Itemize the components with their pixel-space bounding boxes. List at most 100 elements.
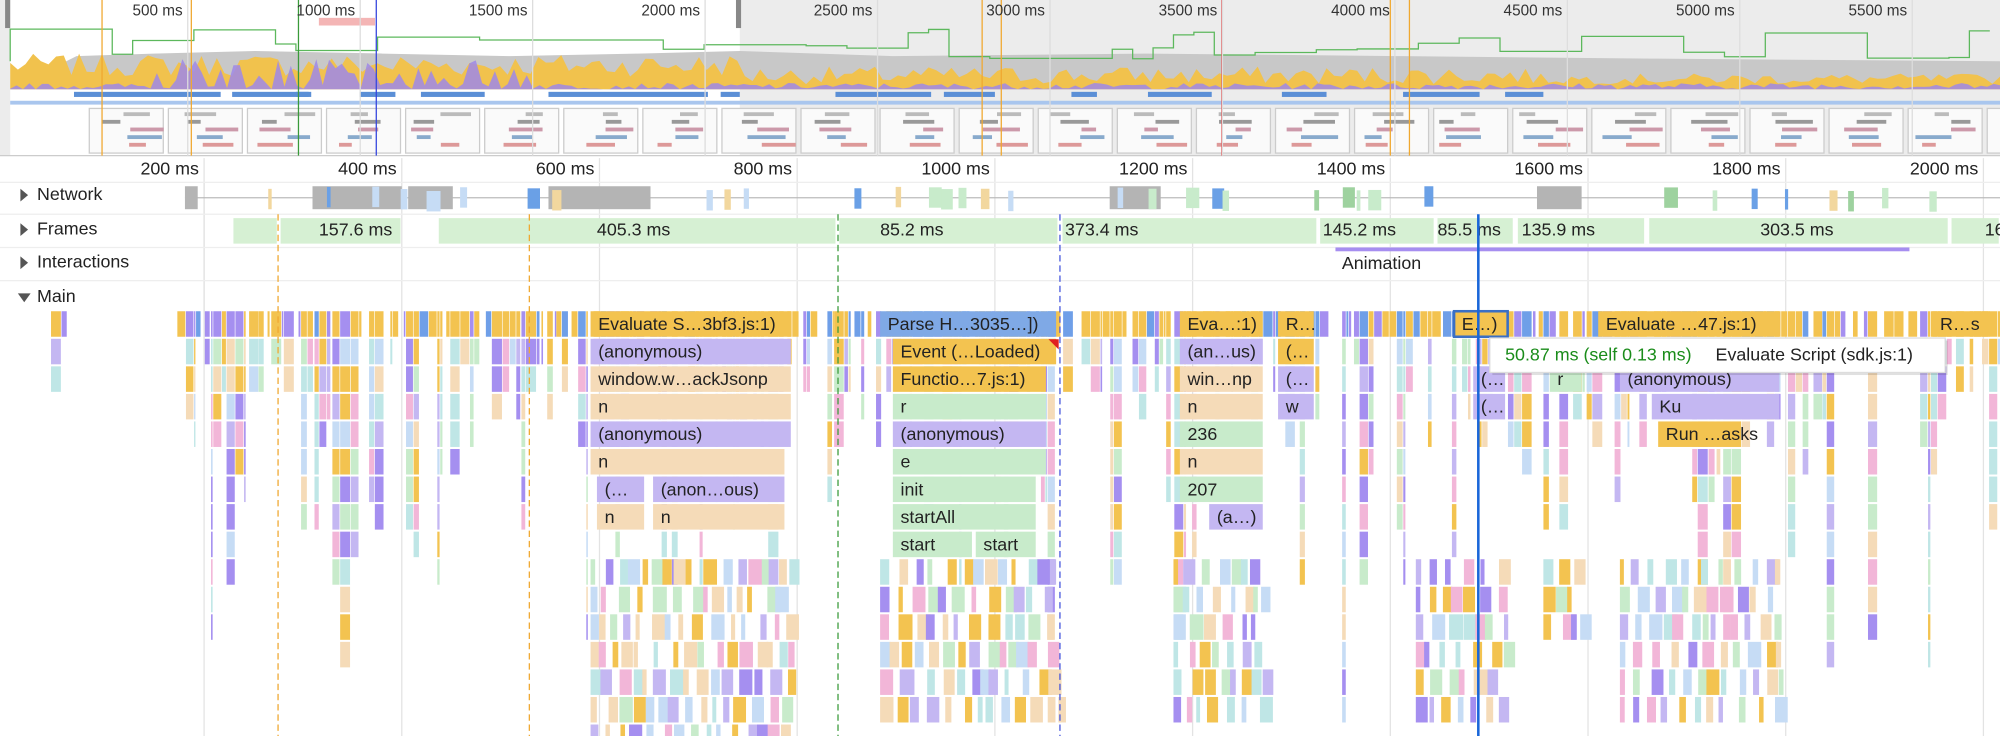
flame-stripe	[1672, 614, 1684, 640]
flame-stripe	[901, 641, 913, 668]
flame-stripe	[1403, 559, 1406, 585]
flame-stripe	[554, 311, 557, 337]
flame-stripe	[1723, 448, 1731, 475]
flame-stripe	[51, 311, 61, 337]
flame-stripe	[1649, 614, 1663, 640]
flame-stripe	[1928, 448, 1931, 475]
flame-stripe	[1543, 311, 1549, 337]
flame-stripe	[1928, 393, 1931, 420]
flame-entry	[1651, 393, 1780, 420]
flame-stripe	[633, 696, 646, 723]
flame-stripe	[1826, 476, 1835, 503]
flame-stripe	[848, 311, 851, 337]
flame-stripe	[1627, 393, 1630, 420]
flame-stripe	[1113, 504, 1122, 530]
flame-stripe	[521, 366, 526, 392]
network-summary	[359, 91, 396, 97]
flame-stripe	[226, 366, 235, 392]
flame-stripe	[756, 724, 769, 736]
flame-stripe	[403, 311, 406, 337]
flame-stripe	[1166, 421, 1171, 447]
flame-entry-label: Evaluate S…3bf3.js:1)	[598, 314, 776, 334]
flame-stripe	[1694, 696, 1702, 723]
flame-stripe	[898, 614, 913, 640]
flame-stripe	[586, 586, 588, 613]
flame-stripe	[314, 311, 319, 337]
flame-stripe	[1669, 669, 1676, 695]
flame-stripe	[1285, 421, 1295, 447]
flame-stripe	[521, 338, 526, 365]
flame-stripe	[521, 311, 526, 337]
flame-stripe	[590, 614, 599, 640]
flame-stripe	[620, 559, 628, 585]
flame-stripe	[1458, 669, 1465, 695]
flame-stripe	[1189, 614, 1204, 640]
flame-stripe	[1396, 338, 1403, 365]
flame-stripe	[1045, 421, 1047, 447]
flame-stripe	[1001, 696, 1011, 723]
flame-stripe	[1955, 338, 1964, 365]
flame-stripe	[1315, 311, 1320, 337]
flame-stripe	[1319, 311, 1329, 337]
flame-stripe	[1451, 421, 1457, 447]
flame-stripe	[876, 393, 882, 420]
flame-stripe	[1559, 448, 1569, 475]
flame-stripe	[1543, 393, 1549, 420]
flame-stripe	[301, 311, 307, 337]
flame-stripe	[1240, 559, 1248, 585]
flame-stripe	[1192, 504, 1197, 530]
flame-stripe	[1708, 448, 1715, 475]
flame-stripe	[1826, 393, 1835, 420]
flame-stripe	[1342, 476, 1346, 503]
flame-stripe	[898, 586, 903, 613]
flame-stripe	[1199, 641, 1211, 668]
flame-stripe	[1867, 366, 1878, 392]
flame-stripe	[973, 559, 984, 585]
flame-stripe	[419, 311, 429, 337]
flame-stripe	[185, 393, 194, 420]
filmstrip-content	[1156, 142, 1188, 147]
overview-tick-label: 5000 ms	[1676, 3, 1735, 20]
flame-stripe	[244, 448, 246, 475]
flame-stripe	[1427, 421, 1432, 447]
flame-stripe	[1231, 559, 1243, 585]
flame-stripe	[691, 614, 703, 640]
flame-stripe	[685, 559, 692, 585]
ruler-tick-label: 2000 ms	[1910, 158, 1979, 178]
flame-stripe	[1368, 448, 1374, 475]
network-request	[548, 186, 651, 210]
filmstrip-content	[1081, 127, 1097, 132]
flame-stripe	[912, 586, 926, 613]
flame-stripe	[985, 696, 993, 723]
flame-stripe	[440, 393, 443, 420]
flame-stripe	[886, 338, 892, 365]
network-request	[552, 190, 562, 211]
flame-stripe	[340, 366, 351, 392]
flame-stripe	[1415, 696, 1428, 723]
filmstrip-content	[1291, 142, 1312, 147]
flame-stripe	[1731, 476, 1742, 503]
flame-stripe	[406, 393, 413, 420]
flame-entry-label: (anonymous)	[598, 424, 702, 444]
flame-stripe	[1138, 366, 1147, 392]
network-request	[928, 187, 942, 208]
flame-stripe	[848, 338, 851, 365]
flame-stripe	[1463, 586, 1476, 613]
filmstrip-content	[1922, 142, 1936, 147]
flame-entry	[596, 504, 645, 530]
flame-stripe	[406, 448, 413, 475]
flame-stripe	[1442, 311, 1452, 337]
flame-stripe	[1201, 559, 1210, 585]
flame-stripe	[1813, 366, 1823, 392]
flame-stripe	[413, 338, 419, 365]
flame-entry	[1179, 393, 1263, 420]
filmstrip-content	[123, 112, 150, 117]
flame-stripe	[1368, 421, 1374, 447]
flame-stripe	[1403, 366, 1406, 392]
flame-stripe	[374, 338, 384, 365]
filmstrip-content	[1446, 135, 1481, 140]
flame-stripe	[662, 559, 672, 585]
flame-stripe	[586, 476, 588, 503]
flame-entry-label: (…	[1286, 342, 1310, 362]
flame-stripe	[502, 338, 510, 365]
